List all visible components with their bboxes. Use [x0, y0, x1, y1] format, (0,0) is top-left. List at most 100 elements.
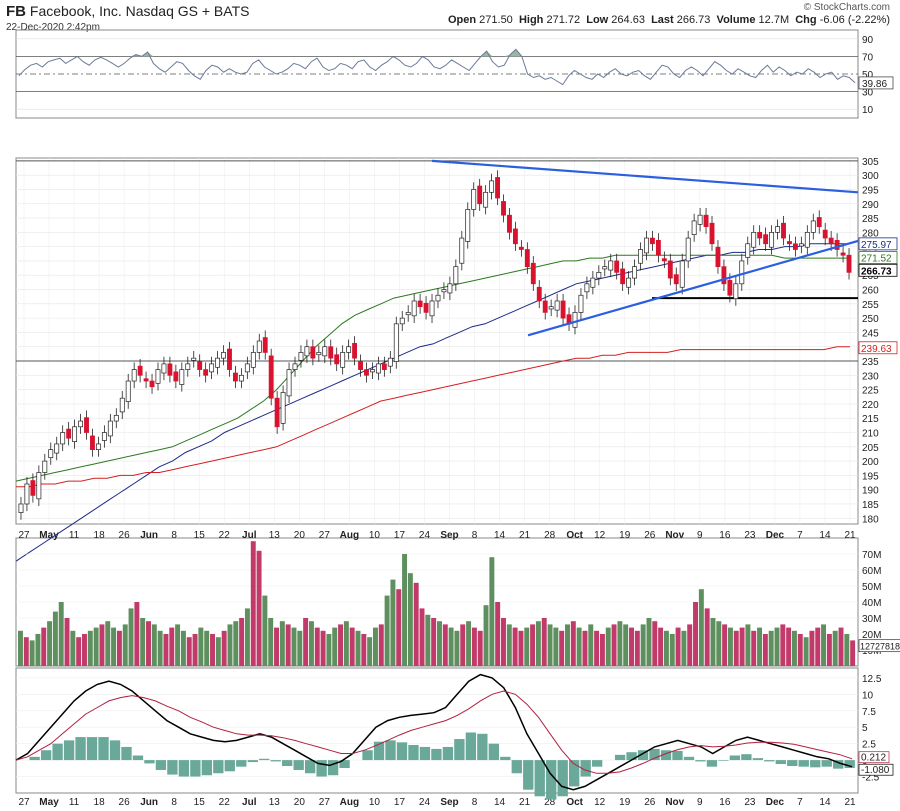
company-name: Facebook, Inc. [29, 3, 122, 19]
x-tick-label: 26 [119, 530, 131, 541]
volume-tick-label: 30M [862, 614, 881, 625]
macd-tick-label: 7.5 [862, 707, 876, 718]
volume-bar [314, 627, 320, 666]
candle-body [596, 272, 602, 279]
volume-bar [93, 627, 99, 666]
candle-body [72, 426, 78, 442]
candle-body [757, 231, 763, 239]
volume-bar [82, 634, 87, 666]
rsi-overbought-fill [18, 49, 856, 57]
price-tick-label: 305 [862, 157, 879, 168]
volume-bar [215, 637, 221, 666]
price-tick-label: 295 [862, 185, 879, 196]
candle-body [810, 220, 816, 233]
macd-histogram-bar [132, 755, 144, 761]
price-label-box [858, 263, 898, 277]
candle-body [846, 254, 852, 273]
volume-bar [460, 624, 466, 666]
support-trendline [527, 239, 859, 337]
macd-histogram-bar [546, 760, 557, 800]
candle-body [477, 185, 483, 205]
macd-histogram-bar [86, 737, 98, 761]
volume-bar [501, 618, 506, 666]
volume-tick-label: 50M [862, 582, 881, 593]
macd-histogram-bar [327, 760, 339, 776]
volume-bar [99, 624, 105, 666]
candle-body [512, 228, 518, 245]
macd-histogram-bar [798, 760, 809, 767]
x-tick-label: 24 [419, 530, 431, 541]
chg-label: Chg [795, 14, 817, 26]
volume-bar [274, 627, 280, 666]
x-tick-label: 13 [269, 530, 281, 541]
volume-bar [396, 589, 402, 666]
volume-bar [559, 630, 565, 666]
candle-body [18, 503, 24, 513]
volume-bar [279, 621, 285, 666]
macd-histogram-bar [844, 760, 855, 768]
volume-bar [594, 630, 600, 666]
macd-histogram-bar [718, 760, 729, 761]
macd-label-box [858, 763, 894, 776]
volume-bar [233, 621, 239, 666]
candle-body [483, 191, 489, 208]
candle-body [501, 201, 506, 216]
x-tick-label: 12 [594, 530, 606, 541]
candle-body [560, 300, 566, 319]
volume-bar [599, 634, 605, 666]
volume-bar [768, 630, 774, 666]
macd-histogram-bar [178, 760, 190, 777]
brand-watermark: © StockCharts.com [803, 2, 890, 13]
price-right-label: 266.73 [861, 266, 892, 277]
volume-bar [483, 605, 489, 666]
x-tick-label-bottom: 14 [819, 797, 831, 808]
macd-histogram-bar [419, 746, 431, 761]
candle-body [495, 177, 500, 199]
volume-bar [140, 618, 146, 666]
volume-bar [244, 608, 250, 666]
x-tick-label-bottom: 23 [744, 797, 756, 808]
macd-histogram-bar [729, 755, 741, 761]
price-label-box [858, 341, 898, 355]
candle-body [423, 302, 429, 313]
volume-bar [367, 637, 373, 666]
macd-histogram-bar [833, 760, 844, 769]
macd-histogram-bar [637, 750, 649, 761]
volume-bar [58, 602, 64, 666]
volume-bar [105, 621, 111, 666]
volume-bar [704, 608, 710, 666]
candle-body [268, 355, 274, 399]
macd-histogram-bar [511, 760, 522, 774]
x-tick-label-bottom: 27 [319, 797, 331, 808]
candle-body [524, 249, 530, 268]
macd-histogram-bar [144, 760, 155, 764]
volume-bar [693, 602, 699, 666]
volume-bar [425, 614, 431, 666]
macd-histogram-bar [557, 760, 568, 797]
volume-bar [530, 624, 536, 666]
candle-body [834, 240, 840, 250]
price-tick-label: 195 [862, 471, 879, 482]
price-tick-label: 290 [862, 200, 879, 211]
ma-line-ma200 [16, 346, 850, 488]
volume-bar [163, 634, 169, 666]
candle-body [173, 371, 179, 382]
candle-body [763, 234, 769, 245]
volume-tick-label: 70M [862, 550, 881, 561]
volume-bar [413, 582, 419, 666]
candle-body [322, 346, 328, 357]
candle-body [286, 369, 292, 397]
macd-histogram-bar [121, 746, 132, 761]
candle-body [727, 280, 733, 296]
x-tick-label: 22 [219, 530, 231, 541]
x-tick-label-bottom: 18 [94, 797, 106, 808]
candle-body [328, 346, 334, 359]
macd-histogram-bar [259, 758, 270, 761]
volume-bar [727, 627, 733, 666]
volume-bar [122, 624, 128, 666]
candle-body [697, 214, 703, 225]
volume-bar [640, 624, 646, 666]
x-tick-label-bottom: 17 [394, 797, 406, 808]
volume-bar [256, 550, 262, 666]
candle-body [733, 283, 739, 300]
